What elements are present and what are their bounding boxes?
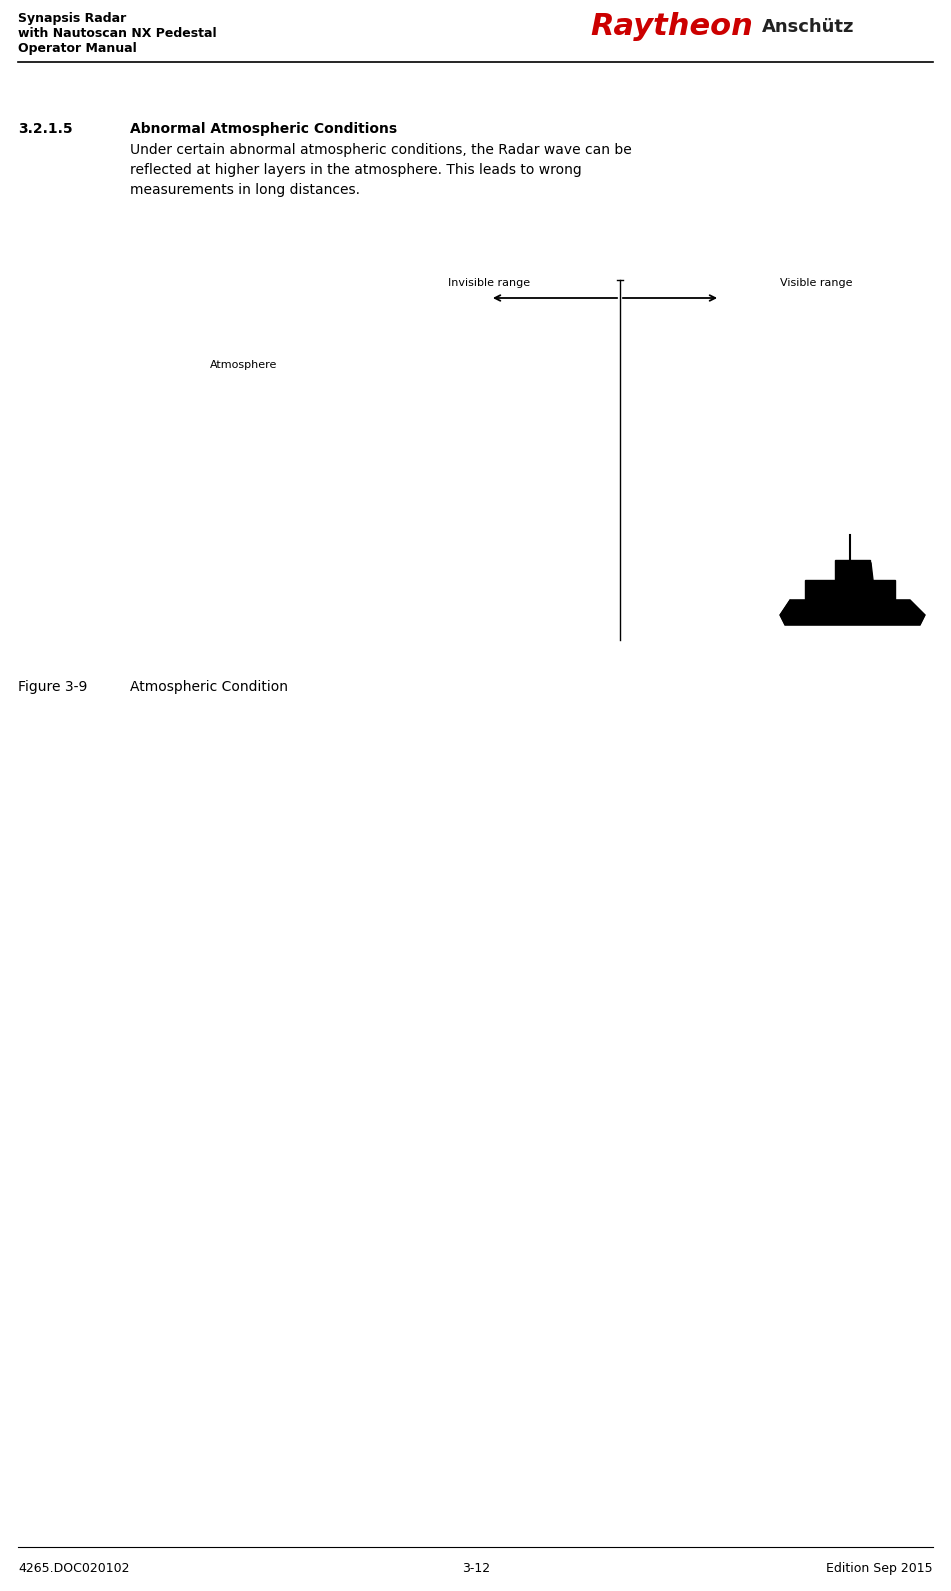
Text: Figure 3-9: Figure 3-9	[18, 679, 87, 694]
Text: Atmospheric Condition: Atmospheric Condition	[130, 679, 288, 694]
Text: Invisible range: Invisible range	[448, 278, 530, 288]
Text: Visible range: Visible range	[780, 278, 852, 288]
Text: Under certain abnormal atmospheric conditions, the Radar wave can be: Under certain abnormal atmospheric condi…	[130, 143, 631, 158]
Text: reflected at higher layers in the atmosphere. This leads to wrong: reflected at higher layers in the atmosp…	[130, 162, 582, 177]
Text: measurements in long distances.: measurements in long distances.	[130, 183, 360, 197]
Polygon shape	[805, 581, 895, 600]
Text: Operator Manual: Operator Manual	[18, 41, 137, 56]
Text: Raytheon: Raytheon	[590, 13, 753, 41]
Text: Synapsis Radar: Synapsis Radar	[18, 13, 126, 25]
Polygon shape	[780, 600, 925, 625]
Text: 3.2.1.5: 3.2.1.5	[18, 123, 72, 135]
Text: with Nautoscan NX Pedestal: with Nautoscan NX Pedestal	[18, 27, 217, 40]
Text: 4265.DOC020102: 4265.DOC020102	[18, 1562, 129, 1575]
Text: Abnormal Atmospheric Conditions: Abnormal Atmospheric Conditions	[130, 123, 398, 135]
Polygon shape	[835, 560, 870, 581]
Text: Atmosphere: Atmosphere	[210, 360, 278, 371]
Text: Anschütz: Anschütz	[762, 18, 855, 37]
Text: Edition Sep 2015: Edition Sep 2015	[826, 1562, 933, 1575]
Polygon shape	[858, 563, 873, 581]
Text: 3-12: 3-12	[462, 1562, 490, 1575]
